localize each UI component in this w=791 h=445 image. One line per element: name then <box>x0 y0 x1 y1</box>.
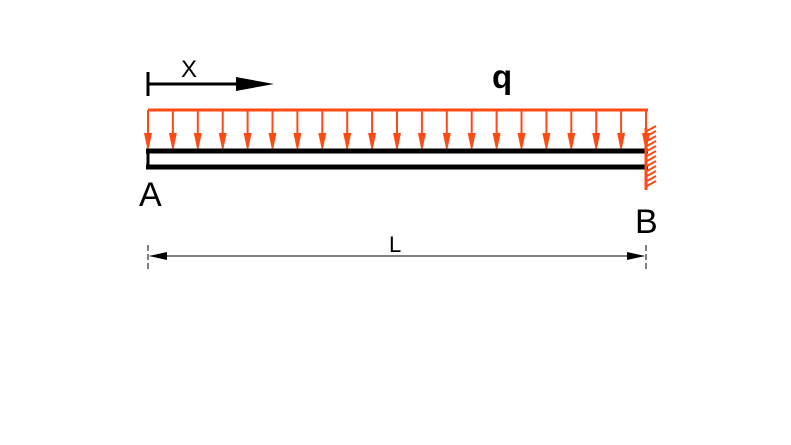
arrow-down-icon <box>417 133 426 152</box>
hatch-line <box>646 150 657 157</box>
hatch-line <box>646 170 657 177</box>
load-arrow <box>467 110 476 152</box>
load-arrow <box>567 110 576 152</box>
hatch-line <box>646 140 657 147</box>
load-arrow <box>592 110 601 152</box>
x-label: X <box>181 56 197 83</box>
arrow-down-icon <box>243 133 252 152</box>
load-arrow <box>318 110 327 152</box>
load-arrow <box>218 110 227 152</box>
hatch-line <box>646 130 657 137</box>
hatch-line <box>646 165 657 172</box>
dim-arrow-right-icon <box>627 252 645 260</box>
arrow-down-icon <box>293 133 302 152</box>
hatch-line <box>646 135 657 142</box>
arrow-down-icon <box>442 133 451 152</box>
arrow-down-icon <box>617 133 626 152</box>
hatch-line <box>646 125 657 132</box>
hatch-line <box>646 160 657 167</box>
arrow-down-icon <box>542 133 551 152</box>
load-arrow <box>393 110 401 152</box>
load-arrow <box>268 110 277 152</box>
arrow-down-icon <box>567 133 576 152</box>
length-dimension: L <box>147 232 647 270</box>
arrow-down-icon <box>467 133 476 152</box>
label-b: B <box>635 203 658 241</box>
length-label: L <box>389 232 401 257</box>
arrow-down-icon <box>343 133 352 152</box>
load-arrow <box>243 110 252 152</box>
load-arrow <box>542 110 551 152</box>
load-arrow <box>168 110 177 152</box>
load-arrow <box>617 110 626 152</box>
load-arrow <box>442 110 451 152</box>
fixed-wall-hatch-icon <box>644 125 657 190</box>
hatch-line <box>646 145 657 152</box>
arrow-down-icon <box>144 133 152 152</box>
arrow-down-icon <box>492 133 501 152</box>
load-arrow <box>343 110 352 152</box>
load-arrow <box>144 110 152 152</box>
load-arrow <box>368 110 377 152</box>
x-axis-indicator: X <box>146 56 274 96</box>
arrow-down-icon <box>168 133 177 152</box>
arrow-right-icon <box>236 77 274 91</box>
hatch-line <box>646 155 657 162</box>
arrow-down-icon <box>592 133 601 152</box>
arrow-down-icon <box>268 133 277 152</box>
arrow-down-icon <box>218 133 227 152</box>
load-arrow <box>417 110 426 152</box>
arrow-down-icon <box>393 133 401 152</box>
dim-arrow-left-icon <box>149 252 167 260</box>
hatch-line <box>646 180 657 187</box>
arrow-down-icon <box>517 133 526 152</box>
hatch-line <box>646 175 657 182</box>
arrow-down-icon <box>368 133 377 152</box>
arrow-down-icon <box>318 133 327 152</box>
load-label-q: q <box>492 58 512 95</box>
distributed-load <box>144 108 650 152</box>
load-arrow <box>293 110 302 152</box>
label-a: A <box>139 176 162 214</box>
beam <box>146 148 648 170</box>
load-arrow <box>492 110 501 152</box>
load-arrow <box>517 110 526 152</box>
arrow-down-icon <box>193 133 202 152</box>
load-arrow <box>193 110 202 152</box>
